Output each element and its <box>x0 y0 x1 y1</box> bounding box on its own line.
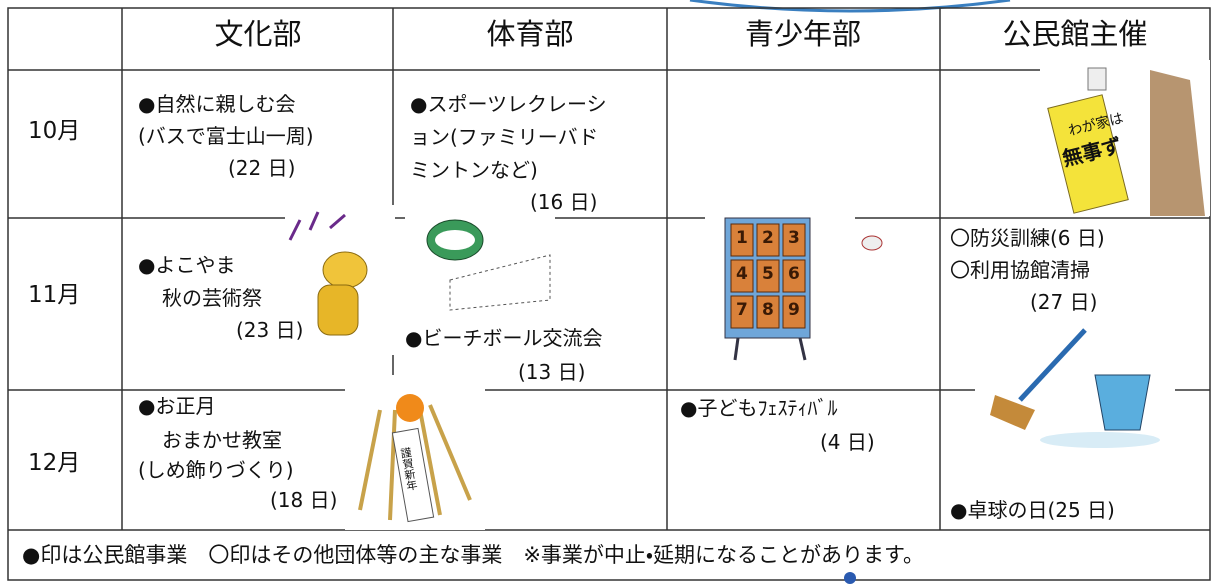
event-text: ●お正月 <box>138 394 216 418</box>
board-digit: 3 <box>788 228 800 248</box>
month-label: 11月 <box>28 282 81 308</box>
event-text: (4 日) <box>820 430 875 454</box>
event-text: ●卓球の日(25 日) <box>950 498 1115 522</box>
board-cell <box>756 295 780 329</box>
event-text: ●ビーチボール交流会 <box>405 326 603 350</box>
footer-note: ●印は公民館事業 〇印はその他団体等の主な事業 ※事業が中止・延期になることがあ… <box>22 543 924 567</box>
board-digit: 8 <box>762 300 774 320</box>
board-cell <box>730 295 754 329</box>
decoration-dot <box>844 572 856 584</box>
board-cell <box>730 259 754 293</box>
board-cell <box>782 223 806 257</box>
board-digit: 9 <box>788 300 800 320</box>
event-text: 秋の芸術祭 <box>162 286 262 310</box>
event-text: (16 日) <box>530 190 598 214</box>
event-text: (23 日) <box>236 318 304 342</box>
event-text: ●自然に親しむ会 <box>138 92 296 116</box>
board-digit: 7 <box>736 300 748 320</box>
month-label: 12月 <box>28 450 81 476</box>
board-cell <box>730 223 754 257</box>
board-digit: 2 <box>762 228 774 248</box>
board-digit: 5 <box>762 264 774 284</box>
month-label: 10月 <box>28 118 81 144</box>
board-cell <box>756 259 780 293</box>
event-text: (18 日) <box>270 488 338 512</box>
decoration <box>689 0 1011 13</box>
event-text: (27 日) <box>1030 290 1098 314</box>
event-text: (バスで富士山一周) <box>138 124 314 148</box>
event-text: おまかせ教室 <box>162 428 282 452</box>
event-text: ●子どもﾌｪｽﾃｨﾊﾞﾙ <box>680 396 838 420</box>
column-header: 青少年部 <box>744 17 862 51</box>
board-cell <box>782 259 806 293</box>
board-digit: 1 <box>736 228 748 248</box>
board-illustration <box>705 205 883 365</box>
event-text: (しめ飾りづくり) <box>138 458 294 482</box>
tuba-illustration <box>285 205 395 355</box>
event-text: 〇利用協館清掃 <box>950 258 1090 282</box>
event-text: ●スポーツレクレーシ <box>410 92 607 116</box>
board-digit: 6 <box>788 264 800 284</box>
event-text: (13 日) <box>518 360 586 384</box>
event-text: ミントンなど) <box>410 158 538 182</box>
column-header: 公民館主催 <box>1002 17 1148 51</box>
event-text: 〇防災訓練(6 日) <box>950 226 1105 250</box>
ornament-illustration <box>345 375 485 530</box>
board-cell <box>782 295 806 329</box>
cleaning-illustration <box>975 320 1175 450</box>
column-header: 文化部 <box>214 17 302 51</box>
board-digit: 4 <box>736 264 748 284</box>
event-text: ョン(ファミリーバド <box>410 125 599 149</box>
column-header: 体育部 <box>486 17 574 51</box>
event-text: (22 日) <box>228 156 296 180</box>
net-illustration <box>405 215 555 315</box>
board-cell <box>756 223 780 257</box>
sign-illustration <box>1040 60 1210 216</box>
event-text: ●よこやま <box>138 253 236 277</box>
